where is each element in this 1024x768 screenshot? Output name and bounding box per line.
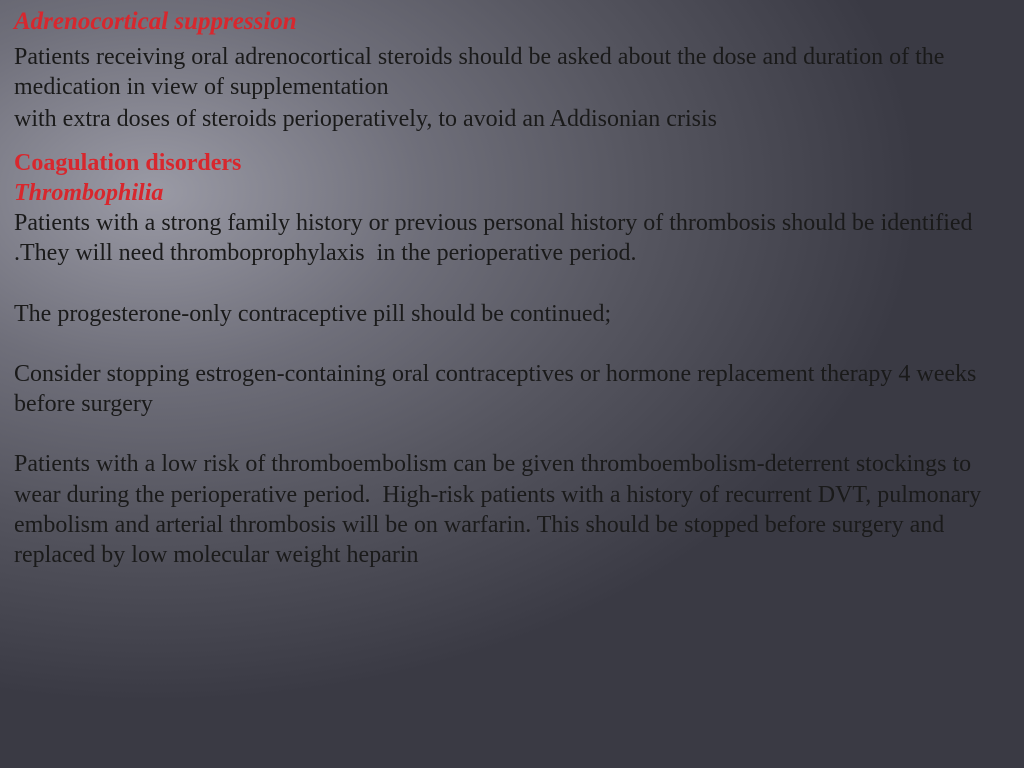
blank-line <box>14 331 1010 359</box>
paragraph-risk-management: Patients with a low risk of thromboembol… <box>14 449 1010 570</box>
paragraph-progesterone: The progesterone-only contraceptive pill… <box>14 299 1010 329</box>
paragraph-steroids-1: Patients receiving oral adrenocortical s… <box>14 42 1010 102</box>
paragraph-thrombophilia: Patients with a strong family history or… <box>14 208 1010 268</box>
subsection-thrombophilia-title: Thrombophilia <box>14 178 1010 208</box>
paragraph-steroids-2: with extra doses of steroids perioperati… <box>14 104 1010 134</box>
section-coagulation-title: Coagulation disorders <box>14 148 1010 178</box>
blank-line <box>14 271 1010 299</box>
blank-line <box>14 421 1010 449</box>
slide-title: Adrenocortical suppression <box>14 8 1010 36</box>
paragraph-estrogen: Consider stopping estrogen-containing or… <box>14 359 1010 419</box>
